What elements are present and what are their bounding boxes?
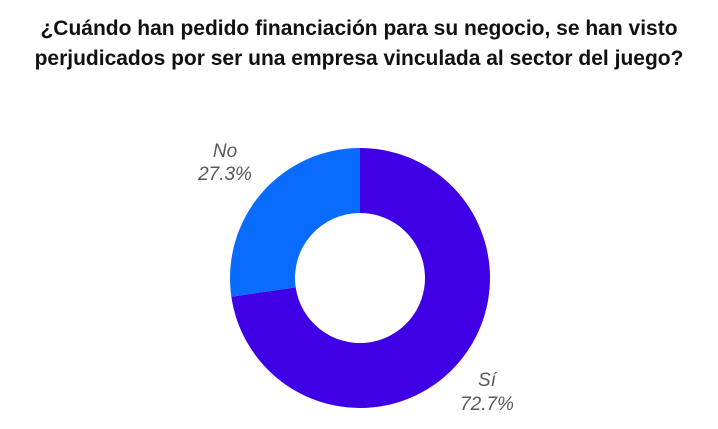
donut-slice-no [230, 148, 360, 297]
donut-slice-si [231, 148, 490, 408]
chart-title-line-1: ¿Cuándo han pedido financiación para su … [40, 17, 678, 40]
chart-title-line-2: perjudicados por ser una empresa vincula… [34, 47, 684, 70]
slice-value-si: 72.7% [460, 394, 514, 415]
slice-value-no: 27.3% [197, 164, 252, 185]
slice-label-si: Sí [478, 370, 498, 391]
chart-title: ¿Cuándo han pedido financiación para su … [0, 14, 718, 74]
slice-label-no: No [213, 141, 237, 162]
donut-slices [230, 148, 490, 408]
